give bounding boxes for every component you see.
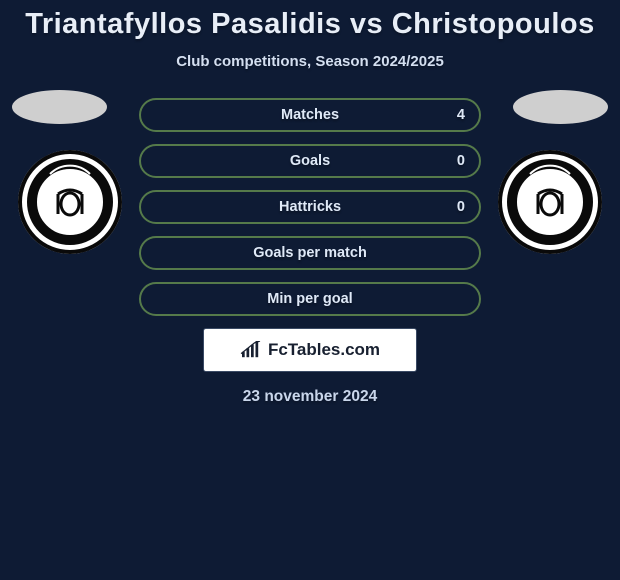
ofi-badge-icon: Ο.Φ.Η. 1925 — [498, 150, 602, 254]
stat-label: Hattricks — [279, 199, 341, 215]
brand-text: FcTables.com — [268, 340, 380, 360]
comparison-block: Ο.Φ.Η. 1925 Ο.Φ.Η. 1925 Matches 4 — [0, 98, 620, 406]
ofi-badge-icon: Ο.Φ.Η. 1925 — [18, 150, 122, 254]
generated-date: 23 november 2024 — [0, 388, 620, 406]
svg-text:1925: 1925 — [57, 221, 84, 235]
stat-label: Goals — [290, 153, 330, 169]
svg-text:Ο.Φ.Η.: Ο.Φ.Η. — [531, 171, 569, 185]
stat-right-value: 4 — [457, 107, 465, 123]
page-title: Triantafyllos Pasalidis vs Christopoulos — [0, 0, 620, 41]
stat-right-value: 0 — [457, 199, 465, 215]
svg-text:1925: 1925 — [537, 221, 564, 235]
stat-row-goals: Goals 0 — [139, 144, 481, 178]
stat-row-hattricks: Hattricks 0 — [139, 190, 481, 224]
player-photo-placeholder-right — [513, 90, 608, 124]
stat-label: Matches — [281, 107, 339, 123]
stat-row-matches: Matches 4 — [139, 98, 481, 132]
stats-list: Matches 4 Goals 0 Hattricks 0 Goals per … — [139, 98, 481, 316]
bar-chart-icon — [240, 341, 262, 359]
stat-row-min-per-goal: Min per goal — [139, 282, 481, 316]
subtitle: Club competitions, Season 2024/2025 — [0, 53, 620, 70]
stat-row-goals-per-match: Goals per match — [139, 236, 481, 270]
svg-text:Ο.Φ.Η.: Ο.Φ.Η. — [51, 171, 89, 185]
club-logo-right: Ο.Φ.Η. 1925 — [498, 150, 602, 254]
stat-right-value: 0 — [457, 153, 465, 169]
club-logo-left: Ο.Φ.Η. 1925 — [18, 150, 122, 254]
brand-box: FcTables.com — [203, 328, 417, 372]
player-photo-placeholder-left — [12, 90, 107, 124]
stat-label: Goals per match — [253, 245, 367, 261]
stat-label: Min per goal — [267, 291, 352, 307]
